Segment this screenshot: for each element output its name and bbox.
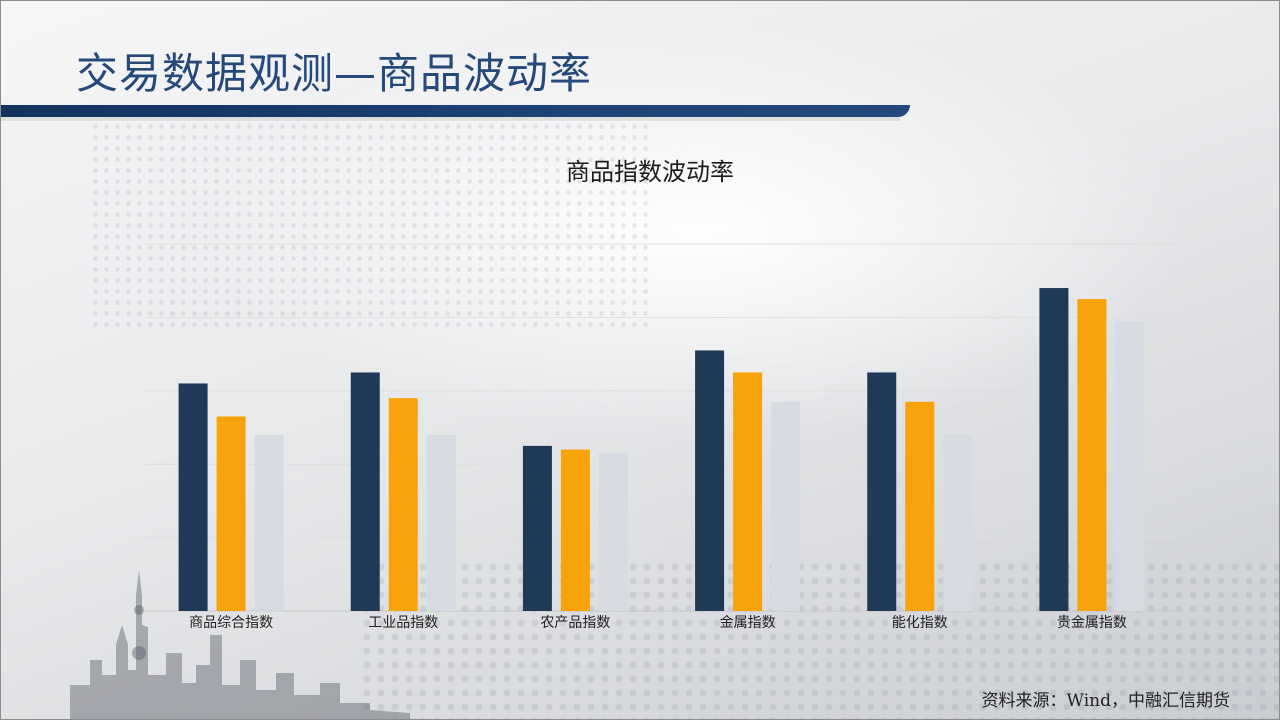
bar-series2-5 <box>905 401 935 611</box>
bar-series3-5 <box>943 434 973 611</box>
bar-series1-6 <box>1039 288 1069 611</box>
bar-series1-2 <box>350 372 380 611</box>
bar-series3-6 <box>1115 321 1145 611</box>
bar-series2-4 <box>733 372 763 611</box>
bar-series1-1 <box>178 383 208 611</box>
world-map-dots-decoration <box>90 110 650 330</box>
bar-series1-5 <box>867 372 897 611</box>
x-tick-label: 工业品指数 <box>368 615 438 631</box>
bar-series2-2 <box>388 398 418 611</box>
bar-series3-4 <box>771 401 801 611</box>
title-underline-band <box>0 105 910 117</box>
source-note: 资料来源：Wind，中融汇信期货 <box>981 691 1230 711</box>
bar-series2-6 <box>1077 299 1107 611</box>
bar-series3-3 <box>598 453 628 611</box>
bar-series2-3 <box>560 449 590 611</box>
chart-title: 商品指数波动率 <box>566 158 734 186</box>
city-skyline-decoration <box>70 570 410 720</box>
x-tick-label: 金属指数 <box>720 615 776 631</box>
x-tick-label: 贵金属指数 <box>1057 615 1127 631</box>
x-tick-label: 农产品指数 <box>540 615 610 631</box>
bar-series3-1 <box>254 434 284 611</box>
slide-title: 交易数据观测—商品波动率 <box>76 49 593 98</box>
bar-series1-4 <box>695 350 725 611</box>
x-tick-label: 能化指数 <box>892 615 948 631</box>
bar-series2-1 <box>216 416 246 611</box>
bar-series3-2 <box>426 434 456 611</box>
title-band-shadow <box>0 117 900 121</box>
x-tick-label: 商品综合指数 <box>189 615 273 631</box>
bar-series1-3 <box>522 445 552 611</box>
